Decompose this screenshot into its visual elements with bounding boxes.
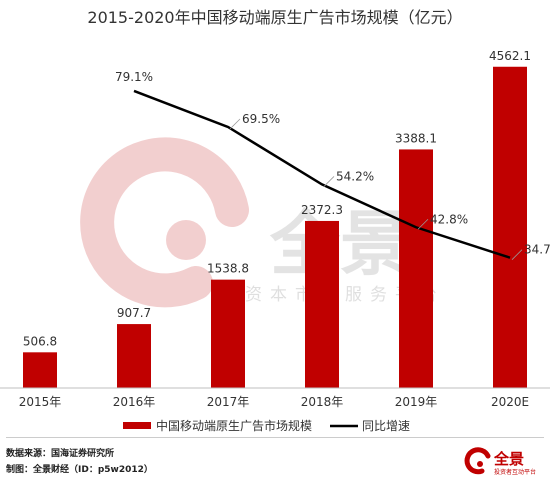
bar [117,324,151,388]
chart-credit: 制图：全景财经（ID：p5w2012） [6,465,153,475]
chart-title: 2015-2020年中国移动端原生广告市场规模（亿元） [87,8,462,27]
brand-logo-icon [464,447,491,475]
brand-logo: 全景 投资者互动平台 [464,447,536,476]
bar [305,220,339,388]
bar-value-label: 2372.3 [301,203,343,217]
growth-value-label: 69.5% [242,112,280,126]
legend-bar-swatch [123,422,151,429]
x-tick-label: 2015年 [19,395,62,409]
x-tick-label: 2017年 [207,395,250,409]
bar [493,66,527,388]
growth-label-leader [417,218,429,230]
bar-group [23,66,527,388]
x-tick-group: 2015年 2016年 2017年 2018年 2019年 2020E [19,395,529,409]
growth-value-label: 54.2% [336,169,374,183]
bar [399,149,433,388]
watermark-brand: 全景 [269,203,410,285]
bar-value-label: 1538.8 [207,262,249,276]
data-source: 数据来源：国海证券研究所 [6,449,115,459]
growth-label-leader [511,249,523,260]
growth-value-label: 34.7% [524,243,550,257]
brand-logo-tagline: 投资者互动平台 [494,468,536,476]
legend-line-label: 同比增速 [362,419,410,433]
watermark-logo-icon [80,137,249,308]
growth-label-group: 79.1% 69.5% 54.2% 42.8% 34.7% [115,70,550,260]
bar-value-label: 3388.1 [395,131,437,145]
growth-label-leader [229,118,241,130]
bar [211,279,245,388]
growth-label-leader [323,176,335,187]
watermark-tagline: 资本市场服务平台 [245,285,445,305]
watermark: 全景 资本市场服务平台 [80,137,445,308]
growth-rate-line [133,89,511,259]
bar-value-label: 506.8 [23,334,57,348]
chart: 全景 资本市场服务平台 2015-2020年中国移动端原生广告市场规模（亿元） … [0,8,550,433]
x-tick-label: 2019年 [395,395,438,409]
growth-value-label: 79.1% [115,70,153,84]
growth-value-label: 42.8% [430,212,468,226]
x-tick-label: 2018年 [301,395,344,409]
x-tick-label: 2016年 [113,395,156,409]
bar-value-label: 4562.1 [489,49,531,63]
legend-bar-label: 中国移动端原生广告市场规模 [156,418,312,433]
footer-divider [6,437,544,438]
brand-logo-name: 全景 [493,450,524,468]
legend: 中国移动端原生广告市场规模 同比增速 [123,418,410,433]
bar-label-group: 506.8 907.7 1538.8 2372.3 3388.1 4562.1 [23,49,531,349]
bar [23,352,57,388]
x-tick-label: 2020E [491,395,529,409]
bar-value-label: 907.7 [117,306,151,320]
